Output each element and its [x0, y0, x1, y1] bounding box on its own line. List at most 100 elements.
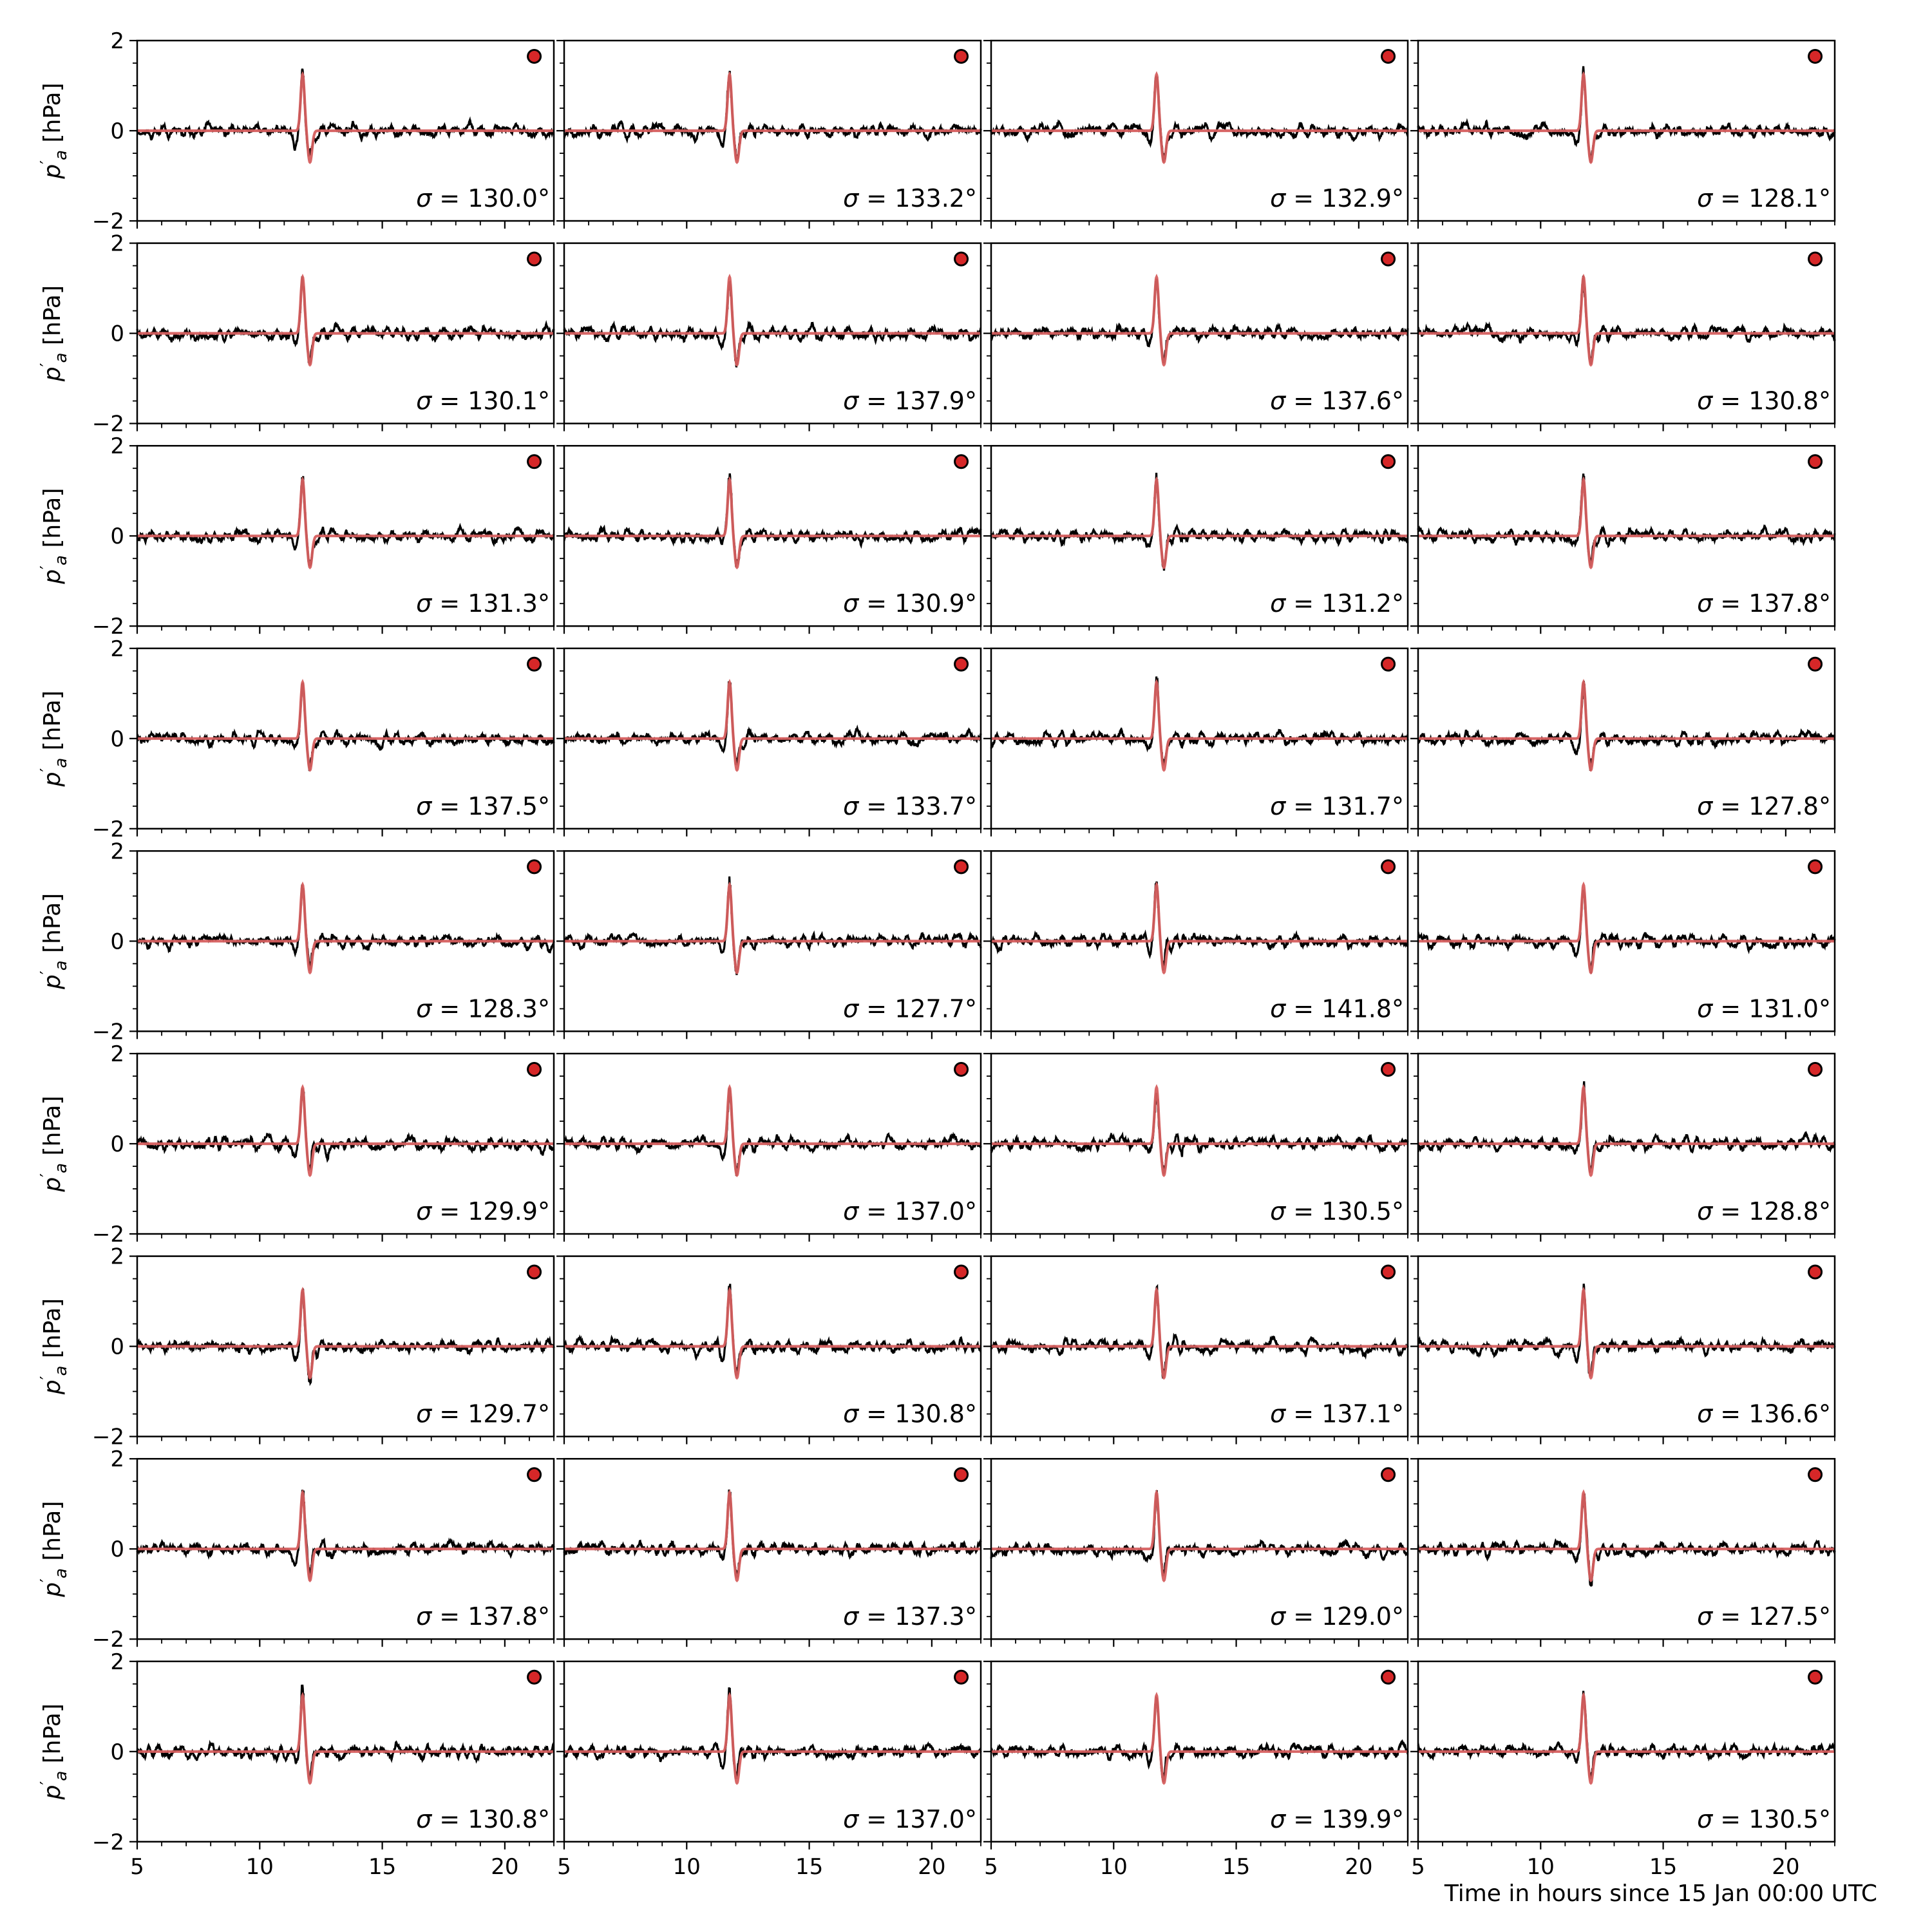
panel: σ = 131.7°: [983, 647, 1409, 837]
observed-series-line: [1417, 276, 1836, 365]
sigma-label: σ = 128.3°: [416, 994, 550, 1023]
station-marker: [954, 251, 969, 267]
y-axis-label: p′a [hPa]: [37, 1501, 71, 1598]
panel: σ = 127.5°: [1410, 1457, 1836, 1647]
observed-series-line: [563, 1283, 982, 1378]
station-marker: [527, 1062, 542, 1077]
x-tick-label: 5: [984, 1854, 998, 1880]
y-tick-label: 2: [110, 231, 124, 257]
y-tick-label: 0: [110, 1739, 124, 1765]
x-tick-label: 10: [673, 1854, 701, 1880]
station-marker: [1381, 656, 1396, 672]
station-marker: [1808, 1264, 1823, 1280]
model-series-line: [1418, 273, 1835, 367]
observed-series-line: [990, 1092, 1409, 1175]
observed-series-line: [136, 683, 555, 772]
model-series-line: [991, 1084, 1408, 1177]
model-series-line: [137, 71, 554, 164]
sigma-label: σ = 137.9°: [843, 387, 977, 415]
observed-series-line: [1417, 66, 1836, 163]
y-tick-label: 0: [110, 118, 124, 144]
x-tick-label: 20: [918, 1854, 945, 1880]
model-series-line: [991, 1489, 1408, 1583]
model-series-line: [1418, 679, 1835, 772]
y-tick-label: 0: [110, 524, 124, 549]
observed-series-line: [563, 1087, 982, 1177]
x-tick-label: 20: [491, 1854, 518, 1880]
observed-series-line: [563, 1687, 982, 1779]
model-series-line: [564, 881, 981, 975]
sigma-label: σ = 128.8°: [1697, 1197, 1831, 1226]
observed-series-line: [1417, 1283, 1836, 1378]
y-axis-label: p′a [hPa]: [37, 1703, 71, 1800]
observed-series-line: [136, 476, 555, 567]
observed-series-line: [136, 1490, 555, 1582]
sigma-label: σ = 130.0°: [416, 184, 550, 213]
station-marker: [1808, 859, 1823, 875]
y-tick-label: −2: [92, 1425, 124, 1450]
panel: σ = 130.9°: [556, 444, 982, 634]
panel: −2 0 2 σ = 131.3° p′a [hPa]: [37, 433, 555, 639]
y-tick-label: 2: [110, 28, 124, 54]
observed-series-line: [990, 1490, 1409, 1577]
panel: σ = 137.0°: [556, 1052, 982, 1242]
y-tick-label: 2: [110, 1244, 124, 1270]
panel: σ = 131.0°: [1410, 850, 1836, 1039]
panel: σ = 137.6°: [983, 242, 1409, 431]
y-tick-label: −2: [92, 614, 124, 639]
sigma-label: σ = 128.1°: [1697, 184, 1831, 213]
panel: σ = 129.0°: [983, 1457, 1409, 1647]
y-tick-label: 2: [110, 1446, 124, 1472]
x-tick-label: 20: [1345, 1854, 1372, 1880]
x-tick-label: 15: [795, 1854, 823, 1880]
model-series-line: [137, 679, 554, 772]
sigma-label: σ = 129.7°: [416, 1400, 550, 1428]
x-tick-label: 5: [557, 1854, 571, 1880]
observed-series-line: [137, 1288, 555, 1387]
y-axis-label: p′a [hPa]: [37, 488, 71, 585]
model-series-line: [1418, 1286, 1835, 1380]
x-tick-label: 15: [1649, 1854, 1677, 1880]
panel: 5 10 15 20 σ = 139.9°: [983, 1660, 1409, 1880]
y-tick-label: −2: [92, 1222, 124, 1247]
model-series-line: [564, 273, 981, 367]
station-marker: [1808, 656, 1823, 672]
model-series-line: [991, 881, 1408, 975]
sigma-label: σ = 131.3°: [416, 589, 550, 618]
y-tick-label: 2: [110, 1041, 124, 1067]
observed-series-line: [990, 676, 1409, 766]
model-series-line: [1418, 1084, 1835, 1177]
sigma-label: σ = 132.9°: [1270, 184, 1404, 213]
panel: σ = 128.8°: [1410, 1052, 1836, 1242]
station-marker: [527, 859, 542, 875]
model-series-line: [137, 1489, 554, 1583]
model-series-line: [1418, 881, 1835, 975]
y-tick-label: −2: [92, 817, 124, 842]
panel: σ = 127.8°: [1410, 647, 1836, 837]
sigma-label: σ = 130.5°: [1270, 1197, 1404, 1226]
y-tick-label: 0: [110, 726, 124, 752]
observed-series-line: [990, 881, 1409, 971]
y-tick-label: −2: [92, 1019, 124, 1045]
observed-series-line: [563, 681, 982, 766]
model-series-line: [991, 476, 1408, 570]
sigma-label: σ = 133.7°: [843, 792, 977, 820]
observed-series-line: [990, 278, 1409, 364]
station-marker: [1381, 1669, 1396, 1685]
y-tick-label: 0: [110, 1537, 124, 1562]
observed-series-line: [136, 276, 555, 365]
sigma-label: σ = 129.0°: [1270, 1602, 1404, 1631]
panel: σ = 130.8°: [556, 1255, 982, 1444]
station-marker: [954, 1467, 969, 1482]
x-tick-label: 20: [1772, 1854, 1799, 1880]
observed-series-line: [1417, 889, 1836, 974]
y-tick-label: 2: [110, 433, 124, 459]
model-series-line: [1418, 1692, 1835, 1785]
station-marker: [527, 1467, 542, 1482]
station-marker: [954, 1264, 969, 1280]
panel: σ = 130.5°: [983, 1052, 1409, 1242]
panel: σ = 128.1°: [1410, 39, 1836, 229]
observed-series-line: [1417, 1493, 1836, 1587]
y-tick-label: 2: [110, 1649, 124, 1675]
y-axis-label: p′a [hPa]: [37, 893, 71, 990]
